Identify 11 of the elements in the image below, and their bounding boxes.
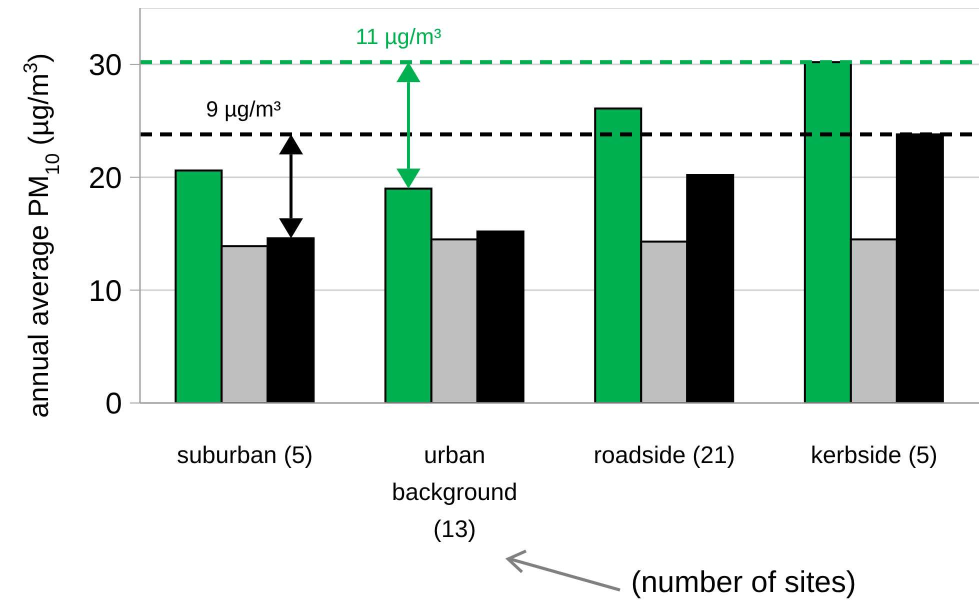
- x-tick-label: kerbside (5): [810, 442, 938, 469]
- x-tick-label: urban background (13): [392, 442, 518, 543]
- y-tick-label: 10: [88, 274, 122, 308]
- annotation: 9 µg/m³: [206, 96, 282, 122]
- y-tick-label: 0: [105, 388, 122, 421]
- y-tick-label: 20: [88, 162, 122, 195]
- x-tick-label: roadside (21): [594, 442, 736, 469]
- x-tick-label: suburban (5): [176, 442, 313, 469]
- y-tick-label: 30: [88, 49, 122, 82]
- text: (number of sites): [631, 566, 856, 599]
- annotation: 11 µg/m³: [356, 24, 442, 50]
